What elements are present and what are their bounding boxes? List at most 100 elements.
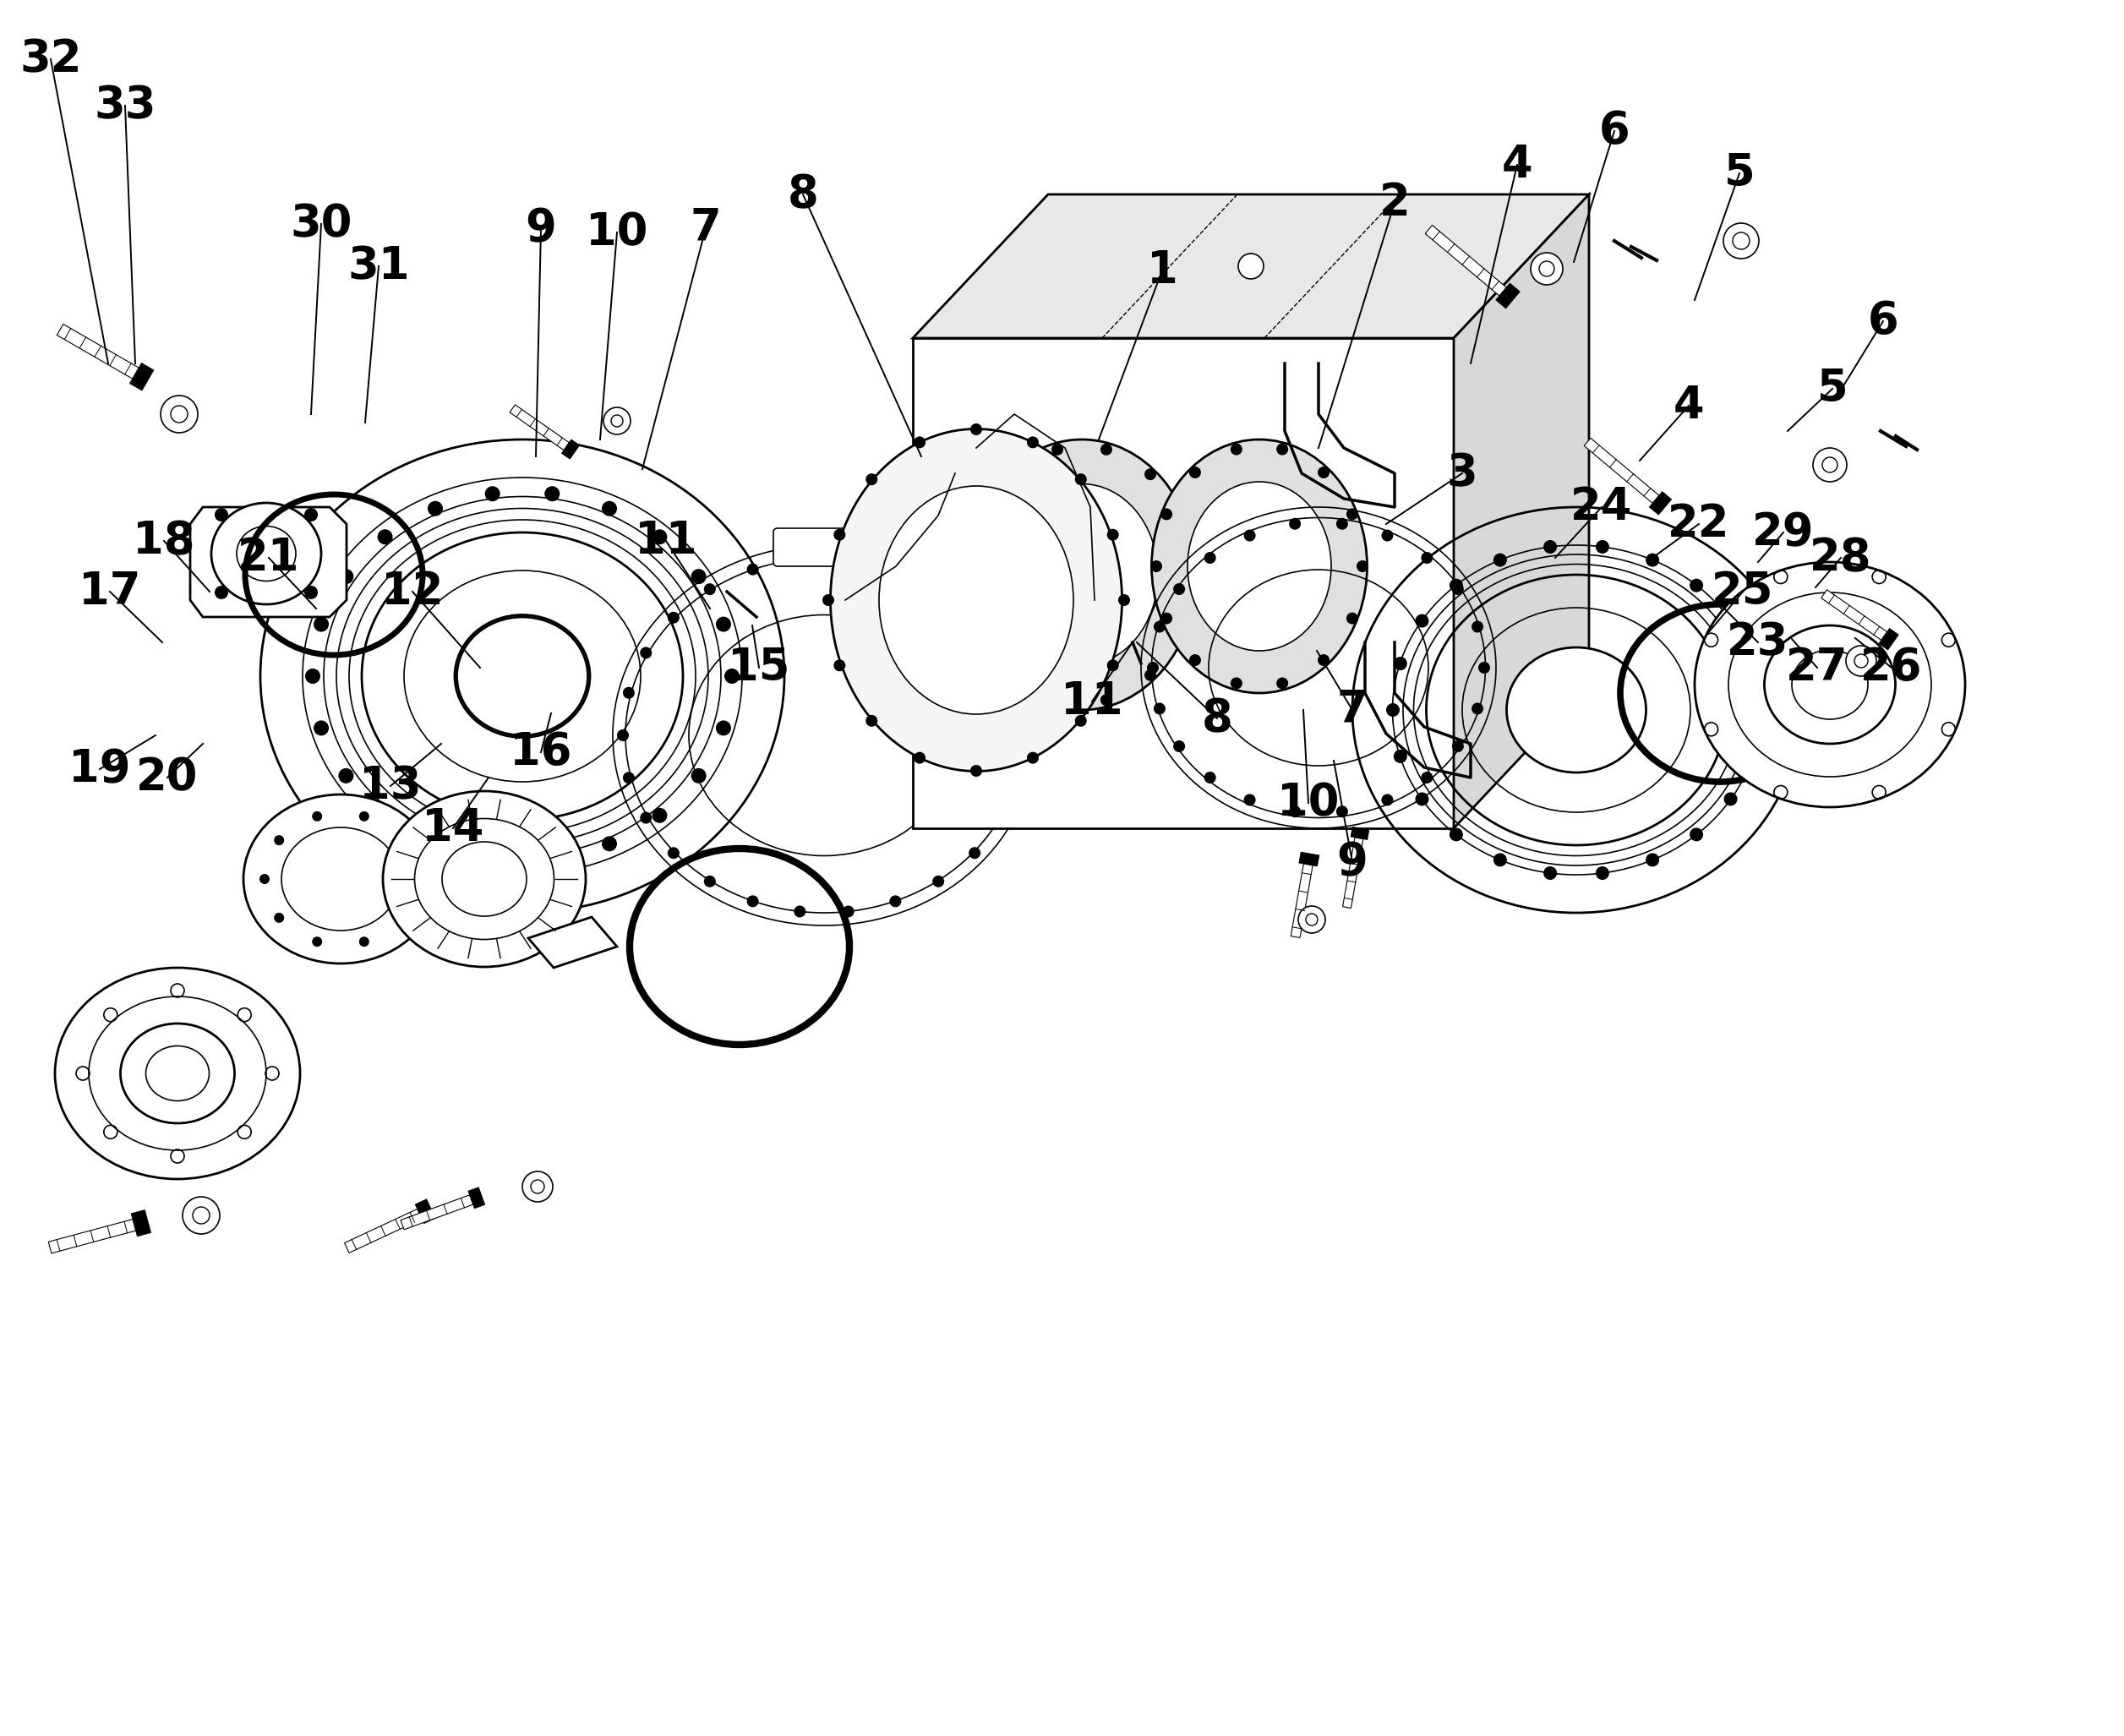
Circle shape: [170, 406, 187, 422]
Text: 31: 31: [348, 245, 410, 288]
Ellipse shape: [457, 616, 588, 736]
Circle shape: [833, 529, 845, 540]
Circle shape: [622, 687, 635, 700]
Circle shape: [867, 474, 877, 486]
Circle shape: [1160, 613, 1172, 625]
Circle shape: [259, 873, 270, 884]
Circle shape: [397, 913, 408, 924]
Polygon shape: [344, 1208, 423, 1253]
Ellipse shape: [830, 429, 1121, 771]
Text: 10: 10: [1277, 781, 1340, 825]
Circle shape: [1746, 750, 1759, 764]
Circle shape: [932, 583, 945, 595]
Circle shape: [1230, 677, 1243, 689]
Polygon shape: [1453, 194, 1589, 828]
Circle shape: [1013, 687, 1026, 700]
Circle shape: [612, 415, 622, 427]
Circle shape: [1822, 457, 1837, 472]
Polygon shape: [510, 404, 569, 450]
Circle shape: [1289, 517, 1300, 529]
Circle shape: [690, 767, 707, 783]
Circle shape: [1306, 913, 1317, 925]
Circle shape: [1145, 469, 1155, 481]
Circle shape: [1472, 621, 1483, 632]
Ellipse shape: [210, 503, 321, 604]
Circle shape: [1026, 436, 1039, 448]
Polygon shape: [529, 917, 616, 967]
Circle shape: [1117, 594, 1130, 606]
Circle shape: [314, 720, 329, 736]
Circle shape: [193, 1207, 210, 1224]
Circle shape: [484, 851, 499, 866]
Circle shape: [1381, 793, 1393, 806]
Circle shape: [1175, 514, 1187, 524]
Polygon shape: [1648, 491, 1672, 516]
Ellipse shape: [879, 486, 1073, 713]
Circle shape: [822, 594, 835, 606]
Circle shape: [1175, 625, 1187, 637]
Circle shape: [1153, 703, 1166, 715]
Circle shape: [748, 564, 758, 575]
Ellipse shape: [1151, 439, 1368, 693]
Circle shape: [1317, 467, 1330, 479]
Circle shape: [969, 611, 981, 623]
Ellipse shape: [1187, 483, 1332, 651]
Circle shape: [716, 616, 731, 632]
Text: 13: 13: [359, 764, 421, 807]
Circle shape: [1185, 569, 1198, 580]
Circle shape: [544, 486, 561, 502]
Circle shape: [1204, 552, 1215, 564]
Circle shape: [652, 807, 667, 823]
Circle shape: [1493, 554, 1506, 566]
Circle shape: [1752, 703, 1767, 717]
Circle shape: [1691, 828, 1703, 842]
Circle shape: [1357, 561, 1368, 573]
Polygon shape: [1820, 590, 1886, 641]
Circle shape: [1595, 866, 1610, 880]
Circle shape: [977, 625, 990, 637]
Polygon shape: [1300, 852, 1319, 866]
Polygon shape: [1291, 865, 1313, 937]
Circle shape: [312, 811, 323, 821]
Circle shape: [1393, 750, 1406, 764]
Circle shape: [1020, 729, 1030, 741]
Circle shape: [544, 851, 561, 866]
Circle shape: [274, 835, 285, 845]
Circle shape: [378, 529, 393, 545]
Circle shape: [306, 668, 321, 684]
Circle shape: [412, 873, 423, 884]
Circle shape: [890, 564, 901, 575]
Circle shape: [314, 616, 329, 632]
Polygon shape: [1342, 837, 1364, 908]
Circle shape: [616, 729, 629, 741]
Ellipse shape: [1695, 562, 1965, 807]
Polygon shape: [130, 363, 153, 391]
Circle shape: [1238, 253, 1264, 279]
Circle shape: [1733, 233, 1750, 250]
Text: 21: 21: [238, 536, 299, 580]
Circle shape: [843, 554, 854, 564]
Circle shape: [1100, 444, 1113, 455]
Circle shape: [1472, 703, 1483, 715]
Circle shape: [1746, 656, 1759, 670]
Ellipse shape: [969, 439, 1196, 710]
Ellipse shape: [244, 795, 438, 963]
Circle shape: [1298, 906, 1325, 932]
Circle shape: [601, 502, 616, 516]
Circle shape: [703, 583, 716, 595]
Circle shape: [890, 896, 901, 908]
Circle shape: [1846, 646, 1875, 675]
Circle shape: [1453, 583, 1463, 595]
Text: 8: 8: [788, 172, 818, 217]
Circle shape: [703, 875, 716, 887]
Polygon shape: [49, 1219, 136, 1253]
Text: 8: 8: [1202, 696, 1232, 740]
Circle shape: [639, 648, 652, 658]
Circle shape: [215, 585, 227, 599]
Circle shape: [913, 752, 926, 764]
Circle shape: [1449, 578, 1463, 592]
Circle shape: [1814, 448, 1846, 483]
Circle shape: [1493, 852, 1506, 866]
Text: 11: 11: [1062, 679, 1124, 724]
Text: 27: 27: [1786, 646, 1848, 689]
